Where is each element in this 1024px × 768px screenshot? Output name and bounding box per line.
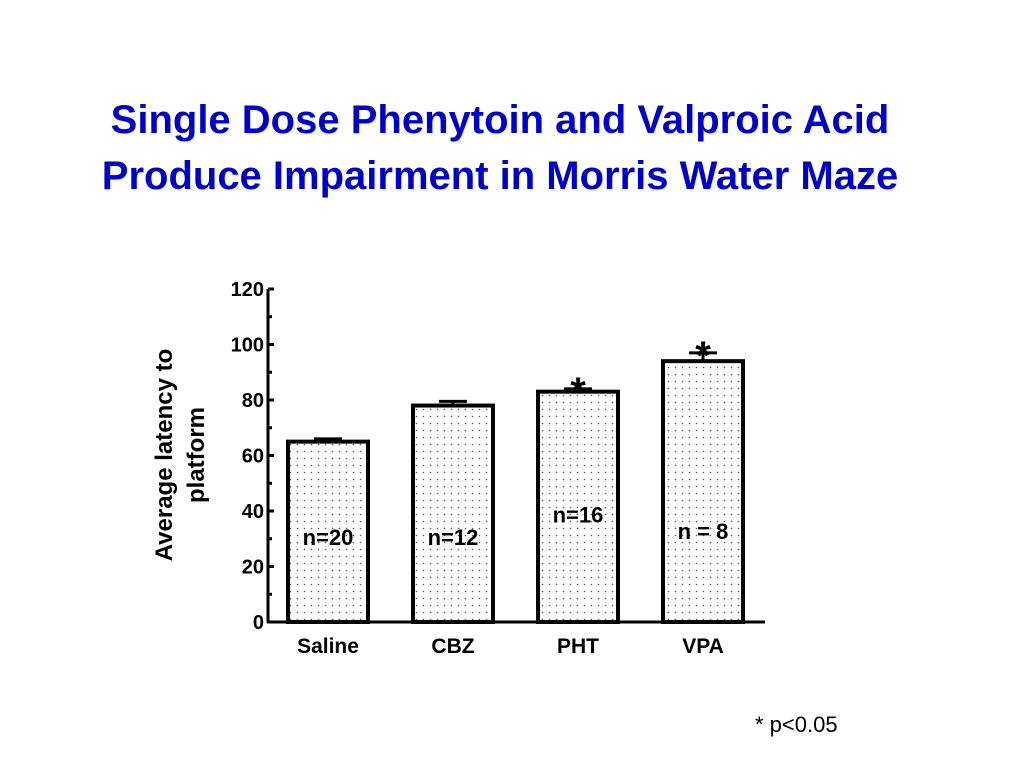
y-tick-label: 100 [231, 335, 264, 357]
title-line-1: Single Dose Phenytoin and Valproic Acid [110, 98, 890, 142]
y-axis-label-line-1: Average latency to [151, 349, 178, 562]
title-line-2: Produce Impairment in Morris Water Maze [101, 154, 899, 198]
significance-asterisk: * [695, 334, 711, 378]
y-tick-label: 20 [242, 557, 264, 579]
x-tick-label: PHT [557, 635, 599, 658]
y-tick-label: 80 [242, 390, 264, 412]
bar-vpa [661, 359, 745, 624]
n-label: n = 8 [678, 519, 729, 544]
y-axis-label: Average latency to platform [151, 349, 210, 562]
y-tick-label: 60 [242, 446, 264, 468]
significance-footnote: * p<0.05 [755, 712, 838, 737]
y-tick-label: 120 [231, 279, 264, 301]
significance-asterisk: * [570, 370, 586, 414]
x-tick-label: VPA [682, 635, 724, 658]
n-label: n=12 [428, 525, 479, 550]
bar-cbz [411, 403, 495, 624]
bar-pht [536, 389, 620, 624]
slide-title: Single Dose Phenytoin and Valproic Acid … [0, 92, 1000, 204]
n-label: n=16 [553, 503, 604, 528]
x-tick-label: Saline [297, 635, 359, 658]
y-tick-label: 40 [242, 501, 264, 523]
x-tick-label: CBZ [431, 635, 474, 658]
n-label: n=20 [303, 525, 354, 550]
y-tick-label: 0 [253, 612, 264, 634]
y-axis-label-line-2: platform [183, 407, 210, 503]
